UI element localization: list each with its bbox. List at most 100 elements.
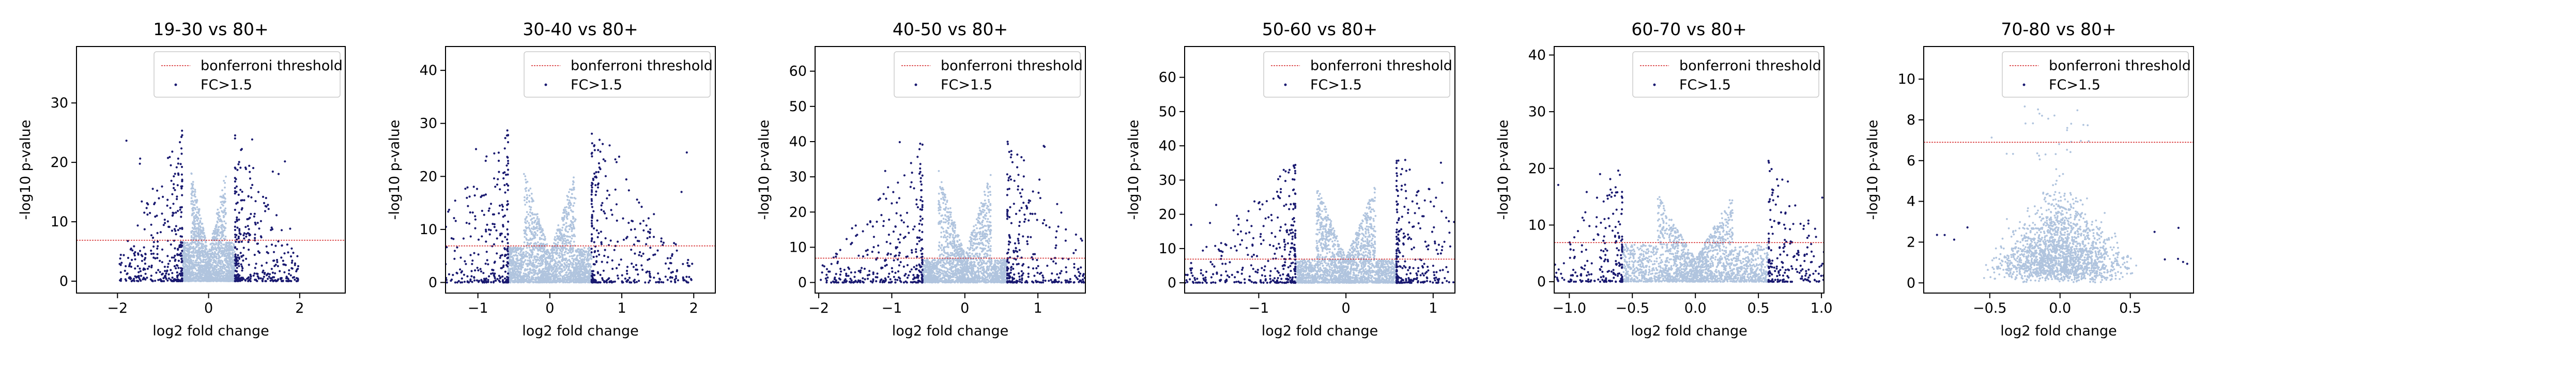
fc-point: [143, 258, 146, 261]
bg-point: [507, 270, 510, 272]
bg-point: [520, 281, 523, 283]
fc-point: [181, 250, 183, 252]
bg-point: [543, 270, 546, 273]
fc-point: [633, 243, 635, 246]
fc-point: [148, 265, 150, 268]
bg-point: [586, 258, 588, 260]
fc-point: [176, 274, 179, 277]
fc-point: [293, 276, 296, 279]
fc-point: [172, 211, 174, 214]
bg-point: [510, 275, 513, 277]
fc-point: [247, 195, 250, 198]
fc-point: [140, 274, 143, 277]
bg-point: [566, 265, 568, 268]
bg-point: [530, 197, 533, 200]
bg-point: [528, 200, 530, 203]
bg-point: [207, 275, 210, 278]
bg-point: [528, 194, 531, 197]
bg-point: [546, 243, 548, 246]
fc-point: [144, 272, 147, 275]
fc-point: [456, 281, 459, 284]
bg-point: [183, 249, 185, 252]
bg-point: [227, 252, 229, 254]
bg-point: [515, 268, 517, 270]
bg-point: [532, 263, 534, 265]
fc-point: [282, 259, 284, 262]
fc-point: [613, 249, 616, 251]
bg-point: [588, 265, 590, 267]
bg-point: [203, 256, 205, 258]
bg-point: [554, 280, 556, 283]
bg-point: [197, 244, 200, 246]
fc-point: [180, 211, 183, 213]
fc-point: [174, 229, 177, 232]
fc-point: [493, 177, 496, 180]
bg-point: [523, 281, 525, 283]
fc-point: [145, 207, 148, 209]
bg-point: [224, 235, 227, 238]
bg-point: [574, 266, 576, 269]
fc-point: [615, 161, 618, 163]
fc-point: [237, 277, 240, 279]
fc-point: [254, 200, 257, 203]
bg-point: [542, 229, 544, 232]
fc-point: [450, 278, 453, 281]
fc-point: [119, 271, 122, 274]
bg-point: [566, 274, 568, 277]
bg-point: [212, 229, 215, 232]
bg-point: [198, 280, 200, 282]
bg-point: [585, 264, 587, 266]
bg-point: [208, 260, 210, 263]
fc-point: [601, 202, 604, 204]
fc-point: [234, 269, 237, 272]
fc-point: [477, 269, 480, 272]
bg-point: [195, 234, 197, 237]
bg-point: [548, 279, 551, 281]
bg-point: [216, 278, 218, 280]
bg-point: [222, 211, 224, 214]
fc-point: [682, 263, 684, 265]
bg-point: [221, 189, 223, 191]
bg-point: [548, 281, 550, 284]
fc-point: [250, 275, 252, 278]
fc-point: [507, 256, 510, 259]
fc-point: [149, 278, 152, 281]
bg-point: [565, 258, 568, 260]
bg-point: [525, 187, 528, 189]
fc-point: [152, 252, 155, 255]
fc-point: [125, 140, 128, 142]
fc-point: [492, 223, 494, 225]
bg-point: [536, 216, 539, 218]
fc-point: [234, 134, 236, 137]
fc-point: [635, 268, 637, 271]
fc-point: [164, 270, 166, 272]
bg-point: [222, 243, 224, 246]
bg-point: [553, 275, 556, 278]
fc-point: [501, 209, 504, 211]
fc-point: [175, 225, 177, 227]
fc-point: [180, 280, 183, 282]
bg-point: [531, 238, 534, 240]
fc-point: [161, 248, 164, 251]
bg-point: [205, 245, 208, 247]
bg-point: [559, 279, 561, 282]
bg-point: [194, 214, 197, 217]
fc-point: [154, 216, 157, 218]
bg-point: [539, 237, 541, 239]
fc-point: [140, 254, 143, 256]
bg-point: [577, 248, 579, 250]
bg-point: [547, 255, 550, 257]
bg-point: [528, 222, 530, 224]
bg-point: [200, 275, 203, 278]
fc-point: [647, 217, 650, 220]
y-tick-label: 30: [51, 95, 68, 111]
bg-point: [198, 209, 201, 211]
bg-point: [522, 275, 524, 278]
bg-point: [565, 261, 568, 264]
bg-point: [579, 257, 581, 259]
bg-point: [542, 280, 544, 282]
bg-point: [192, 256, 194, 258]
bg-point: [525, 251, 527, 253]
bg-point: [220, 250, 222, 252]
